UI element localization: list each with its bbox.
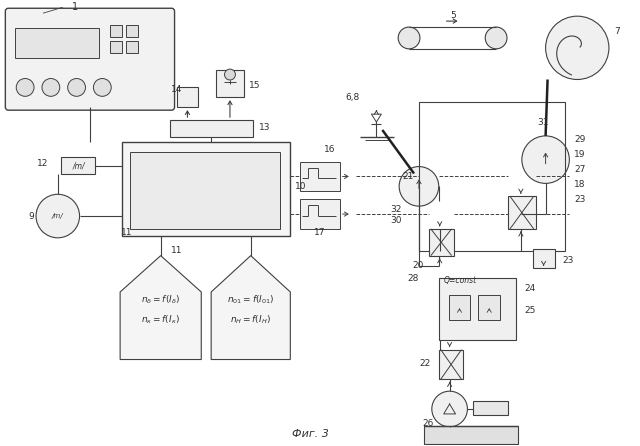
Text: 11: 11 <box>171 246 182 255</box>
Text: 13: 13 <box>259 124 270 132</box>
Bar <box>15 28 99 58</box>
Text: 31: 31 <box>537 118 548 127</box>
Text: 27: 27 <box>574 165 586 174</box>
Text: $n_\kappa=f(I_\kappa)$: $n_\kappa=f(I_\kappa)$ <box>141 314 180 326</box>
Text: 14: 14 <box>171 85 182 94</box>
Text: 10: 10 <box>295 182 307 191</box>
Circle shape <box>522 136 570 183</box>
Bar <box>300 161 340 191</box>
Text: 18: 18 <box>574 180 586 189</box>
Text: 30: 30 <box>390 216 402 226</box>
Bar <box>122 142 291 236</box>
Polygon shape <box>120 256 201 359</box>
Bar <box>126 41 138 53</box>
Circle shape <box>225 69 236 80</box>
FancyBboxPatch shape <box>5 8 175 110</box>
Circle shape <box>399 166 439 206</box>
Polygon shape <box>211 256 291 359</box>
Circle shape <box>36 194 79 238</box>
Text: $n_H=f(I_H)$: $n_H=f(I_H)$ <box>230 314 271 326</box>
Bar <box>508 196 536 229</box>
Text: 1: 1 <box>72 2 77 12</box>
Bar <box>170 120 253 137</box>
Bar <box>419 102 565 251</box>
Bar <box>424 426 518 444</box>
Circle shape <box>16 78 34 96</box>
Text: 15: 15 <box>249 81 260 90</box>
Bar <box>61 157 95 174</box>
Circle shape <box>398 27 420 49</box>
Text: 32: 32 <box>391 205 402 214</box>
Bar <box>439 350 463 379</box>
Text: $n_{01}=f(I_{01})$: $n_{01}=f(I_{01})$ <box>227 294 275 306</box>
Text: 24: 24 <box>525 284 536 293</box>
Text: 22: 22 <box>420 359 431 368</box>
Bar <box>439 278 516 340</box>
Bar <box>110 41 122 53</box>
Text: 17: 17 <box>314 228 326 237</box>
Circle shape <box>485 27 507 49</box>
Bar <box>130 152 280 229</box>
Text: 29: 29 <box>574 135 586 145</box>
Bar <box>110 25 122 37</box>
Text: 25: 25 <box>525 306 536 314</box>
Circle shape <box>93 78 111 96</box>
Text: 26: 26 <box>422 419 434 428</box>
Text: $n_\delta=f(I_\delta)$: $n_\delta=f(I_\delta)$ <box>141 294 180 306</box>
Bar <box>429 229 454 256</box>
Text: 20: 20 <box>413 261 424 270</box>
Text: 7: 7 <box>614 26 620 36</box>
Bar <box>177 87 198 107</box>
Text: 12: 12 <box>36 159 48 168</box>
Bar <box>474 401 508 415</box>
Text: Q=const: Q=const <box>444 276 477 285</box>
Text: 19: 19 <box>574 150 586 159</box>
Bar <box>126 25 138 37</box>
Circle shape <box>432 391 467 427</box>
Circle shape <box>545 16 609 79</box>
Bar <box>449 295 470 320</box>
Bar <box>532 249 554 268</box>
Text: Фиг. 3: Фиг. 3 <box>292 429 328 439</box>
Circle shape <box>68 78 86 96</box>
Text: 16: 16 <box>324 145 335 154</box>
Text: 6,8: 6,8 <box>346 93 360 102</box>
Circle shape <box>42 78 60 96</box>
Bar <box>478 295 500 320</box>
Text: /m/: /m/ <box>52 213 63 219</box>
Text: 11: 11 <box>122 228 133 237</box>
Text: 23: 23 <box>563 256 574 265</box>
Text: 21: 21 <box>403 172 414 181</box>
Bar <box>216 70 244 97</box>
Bar <box>300 199 340 229</box>
Text: 9: 9 <box>28 211 34 220</box>
Text: 23: 23 <box>574 195 586 204</box>
Text: 28: 28 <box>408 274 419 283</box>
Text: /m/: /m/ <box>72 161 85 170</box>
Text: 5: 5 <box>451 11 456 20</box>
